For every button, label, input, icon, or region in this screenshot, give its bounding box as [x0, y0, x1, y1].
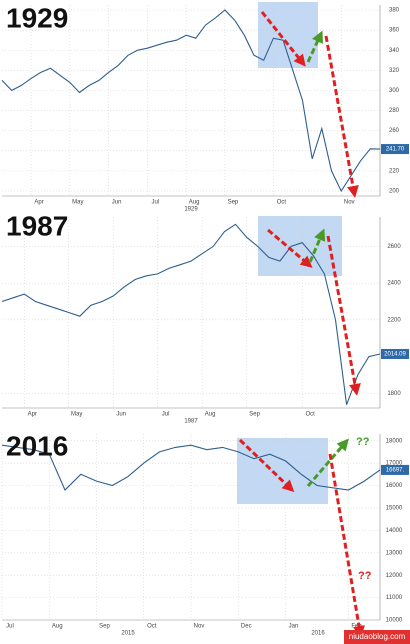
value-label: 241.70 — [386, 147, 405, 153]
x-axis-label: 1929 — [184, 207, 198, 213]
x-tick-label: Jul — [162, 412, 170, 418]
y-tick-label: 360 — [389, 28, 400, 34]
x-axis-label: 2016 — [311, 631, 325, 637]
annotation: ?? — [358, 570, 372, 582]
y-tick-label: 220 — [389, 168, 400, 174]
value-label-box — [381, 464, 409, 475]
watermark-box — [344, 630, 410, 644]
value-label: 16697. — [386, 468, 405, 474]
y-tick-label: 280 — [389, 108, 400, 114]
y-tick-label: 2600 — [387, 244, 401, 250]
x-tick-label: Sep — [228, 200, 239, 206]
trend-arrow — [260, 11, 306, 67]
y-tick-label: 12000 — [386, 573, 403, 579]
y-tick-label: 1800 — [387, 391, 401, 397]
chart-panel: 10000 11000 12000 13000 14000 15000 16000 17000… — [1, 430, 409, 638]
trend-arrow — [324, 35, 359, 198]
chart-title: 1987 — [6, 210, 68, 241]
x-axis-label: 1987 — [184, 419, 198, 425]
trend-arrow — [308, 228, 326, 263]
value-label: 2014.09 — [384, 352, 406, 358]
y-tick-label: 14000 — [386, 528, 403, 534]
trend-arrow — [238, 438, 295, 493]
chart-panel: 1800 2200 2400 2600 Apr May Jun Jul Aug Sep Oct 198… — [1, 210, 409, 425]
highlight-box — [237, 438, 328, 504]
x-tick-label: Nov — [194, 624, 205, 630]
y-tick-label: 2400 — [387, 281, 401, 287]
x-tick-label: Sep — [249, 412, 260, 418]
y-tick-label: 200 — [389, 189, 400, 195]
value-label-box — [381, 144, 409, 155]
y-tick-label: 13000 — [386, 550, 403, 556]
x-tick-label: Jun — [112, 200, 122, 206]
x-tick-label: Apr — [28, 412, 37, 418]
trend-arrow — [306, 438, 349, 487]
x-axis-label: 2015 — [121, 631, 135, 637]
price-line — [1, 223, 381, 405]
trend-arrow — [328, 453, 365, 638]
price-line — [1, 9, 381, 193]
x-tick-label: May — [72, 200, 83, 206]
y-tick-label: 16000 — [386, 483, 403, 489]
y-tick-label: 10000 — [386, 618, 403, 624]
y-tick-label: 340 — [389, 48, 400, 54]
y-tick-label: 300 — [389, 88, 400, 94]
x-tick-label: Aug — [205, 412, 216, 418]
trend-arrow — [306, 30, 323, 63]
y-tick-label: 15000 — [386, 506, 403, 512]
annotation: ?? — [356, 436, 370, 448]
x-tick-label: Feb — [351, 624, 362, 630]
x-tick-label: Oct — [306, 412, 316, 418]
chart-title: 1929 — [6, 2, 68, 33]
price-line — [1, 444, 381, 491]
x-tick-label: Jul — [152, 200, 160, 206]
chart-title: 2016 — [6, 430, 68, 461]
x-tick-label: Oct — [147, 624, 157, 630]
y-tick-label: 2200 — [387, 317, 401, 323]
chart-panel: 200220240260280300320340360380AprMayJunJ… — [1, 2, 409, 213]
y-tick-label: 11000 — [386, 595, 403, 601]
x-tick-label: May — [71, 412, 82, 418]
watermark: niudaoblog.com — [349, 632, 406, 641]
x-tick-label: Aug — [189, 200, 200, 206]
x-tick-label: Oct — [277, 200, 287, 206]
trend-arrow — [326, 235, 361, 396]
y-tick-label: 18000 — [386, 438, 403, 444]
x-tick-label: Apr — [34, 200, 43, 206]
x-tick-label: Nov — [344, 200, 355, 206]
value-label-box — [381, 348, 409, 359]
y-tick-label: 320 — [389, 68, 400, 74]
x-tick-label: Sep — [99, 624, 110, 630]
x-tick-label: Aug — [52, 624, 63, 630]
x-tick-label: Jun — [116, 412, 126, 418]
y-tick-label: 17000 — [386, 461, 403, 467]
x-tick-label: Jul — [6, 624, 14, 630]
x-tick-label: Dec — [241, 624, 252, 630]
y-tick-label: 260 — [389, 128, 400, 134]
x-tick-label: Jan — [289, 624, 299, 630]
y-tick-label: 380 — [389, 8, 400, 14]
